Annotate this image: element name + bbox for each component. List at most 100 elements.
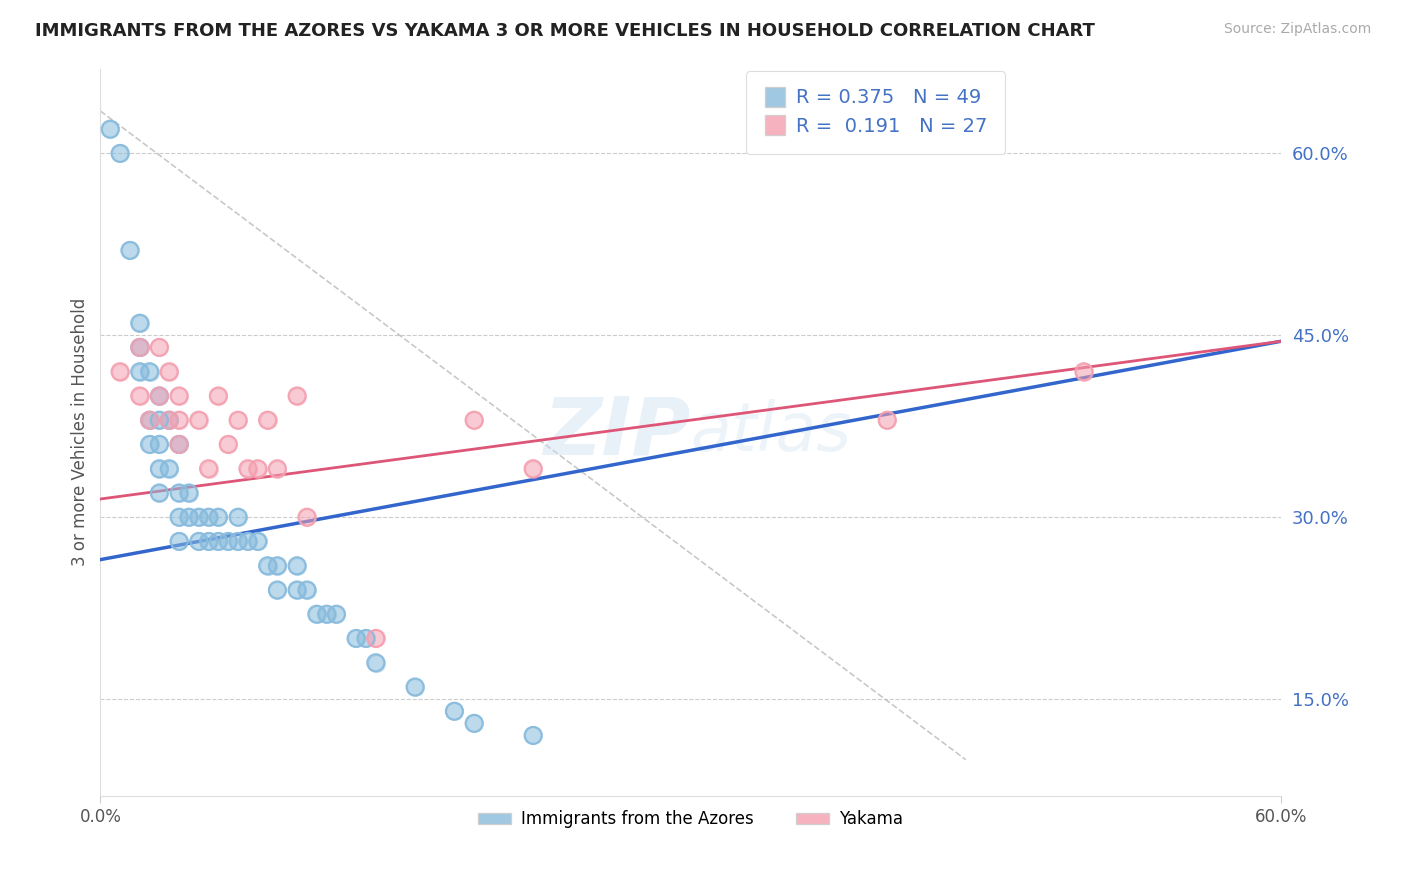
Point: [295, 510, 318, 524]
Point: [256, 413, 278, 427]
Point: [177, 486, 200, 500]
Point: [98, 122, 121, 136]
Point: [148, 340, 170, 354]
Point: [118, 244, 141, 258]
Point: [404, 680, 426, 694]
Point: [876, 413, 898, 427]
Text: atlas: atlas: [690, 400, 852, 466]
Point: [157, 365, 180, 379]
Point: [108, 365, 131, 379]
Point: [157, 365, 180, 379]
Point: [463, 413, 485, 427]
Point: [177, 510, 200, 524]
Point: [187, 534, 209, 549]
Point: [364, 656, 387, 670]
Point: [148, 389, 170, 403]
Point: [128, 340, 150, 354]
Point: [187, 510, 209, 524]
Point: [138, 413, 160, 427]
Point: [187, 534, 209, 549]
Point: [256, 558, 278, 573]
Point: [325, 607, 347, 622]
Point: [354, 632, 377, 646]
Point: [167, 389, 190, 403]
Point: [138, 365, 160, 379]
Point: [177, 510, 200, 524]
Point: [266, 582, 288, 597]
Point: [148, 486, 170, 500]
Point: [285, 389, 308, 403]
Point: [128, 340, 150, 354]
Point: [157, 413, 180, 427]
Point: [344, 632, 367, 646]
Point: [138, 437, 160, 451]
Point: [325, 607, 347, 622]
Point: [266, 558, 288, 573]
Point: [138, 413, 160, 427]
Point: [217, 534, 239, 549]
Point: [226, 534, 249, 549]
Point: [148, 437, 170, 451]
Point: [207, 510, 229, 524]
Point: [443, 704, 465, 718]
Point: [463, 716, 485, 731]
Point: [315, 607, 337, 622]
Point: [266, 461, 288, 475]
Point: [197, 534, 219, 549]
Point: [148, 437, 170, 451]
Point: [128, 389, 150, 403]
Point: [167, 437, 190, 451]
Point: [285, 558, 308, 573]
Point: [167, 413, 190, 427]
Point: [118, 244, 141, 258]
Point: [108, 146, 131, 161]
Point: [207, 534, 229, 549]
Point: [876, 413, 898, 427]
Point: [148, 461, 170, 475]
Point: [128, 316, 150, 330]
Point: [108, 146, 131, 161]
Point: [167, 437, 190, 451]
Point: [364, 632, 387, 646]
Point: [197, 461, 219, 475]
Point: [285, 582, 308, 597]
Point: [217, 437, 239, 451]
Point: [148, 413, 170, 427]
Point: [167, 534, 190, 549]
Legend: Immigrants from the Azores, Yakama: Immigrants from the Azores, Yakama: [471, 804, 910, 835]
Point: [305, 607, 328, 622]
Point: [148, 340, 170, 354]
Point: [266, 558, 288, 573]
Point: [354, 632, 377, 646]
Point: [522, 729, 544, 743]
Point: [157, 461, 180, 475]
Point: [167, 510, 190, 524]
Point: [266, 461, 288, 475]
Point: [177, 486, 200, 500]
Point: [226, 413, 249, 427]
Point: [256, 413, 278, 427]
Point: [305, 607, 328, 622]
Point: [463, 413, 485, 427]
Point: [364, 656, 387, 670]
Point: [364, 632, 387, 646]
Point: [217, 534, 239, 549]
Point: [207, 389, 229, 403]
Point: [167, 486, 190, 500]
Point: [236, 461, 259, 475]
Point: [187, 413, 209, 427]
Point: [207, 534, 229, 549]
Point: [404, 680, 426, 694]
Point: [148, 389, 170, 403]
Point: [148, 413, 170, 427]
Point: [236, 534, 259, 549]
Point: [108, 365, 131, 379]
Point: [463, 716, 485, 731]
Point: [98, 122, 121, 136]
Point: [187, 510, 209, 524]
Point: [1073, 365, 1095, 379]
Point: [167, 486, 190, 500]
Text: ZIP: ZIP: [543, 393, 690, 471]
Point: [207, 510, 229, 524]
Point: [167, 510, 190, 524]
